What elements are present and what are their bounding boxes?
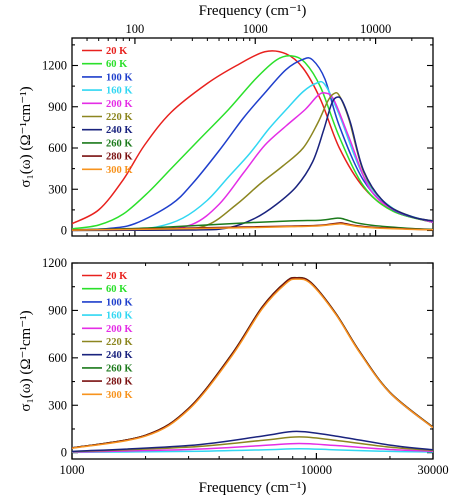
x-tick-label: 10000 [360, 22, 391, 36]
top-x-axis-title: Frequency (cm⁻¹) [199, 3, 307, 19]
series-line-260k [72, 217, 433, 231]
plot-frame [71, 37, 434, 237]
series-lines [72, 50, 433, 232]
legend-label: 20 K [106, 46, 128, 57]
x-tick-label: 100 [126, 22, 145, 36]
x-tick-label: 1000 [60, 463, 85, 477]
y-tick-label: 900 [48, 100, 67, 114]
y-tick-label: 600 [48, 351, 67, 365]
legend-label: 240 K [106, 350, 133, 361]
legend-label: 160 K [106, 86, 133, 97]
legend-label: 280 K [106, 152, 133, 163]
chart-panel-top: 100 1000 10000 0 300 600 900 1200 20 K 60 K 100 K 1… [18, 22, 434, 238]
legend-label: 220 K [106, 337, 133, 348]
series-line-220k [72, 436, 433, 453]
legend-label: 220 K [106, 112, 133, 123]
series-line-200k [72, 442, 433, 453]
legend-label: 240 K [106, 125, 133, 136]
y-tick-label: 0 [61, 446, 67, 460]
legend-label: 100 K [106, 72, 133, 83]
y-tick-label: 1200 [42, 59, 67, 73]
series-line-100k [72, 57, 433, 231]
y-tick-label: 0 [61, 224, 67, 238]
series-line-300k [72, 223, 433, 231]
plot-frame [71, 262, 434, 460]
legend-label: 260 K [106, 363, 133, 374]
series-lines [72, 276, 433, 454]
legend-label: 160 K [106, 311, 133, 322]
series-line-160k [72, 80, 433, 231]
x-tick-label: 10000 [301, 463, 332, 477]
y-tick-label: 600 [48, 141, 67, 155]
y-tick-label: 300 [48, 398, 67, 412]
legend-label: 200 K [106, 324, 133, 335]
legend-label: 200 K [106, 99, 133, 110]
legend-label: 60 K [106, 284, 128, 295]
y-tick-label: 1200 [42, 256, 67, 270]
legend-label: 300 K [106, 390, 133, 401]
series-line-240k [72, 430, 433, 453]
series-line-240k [72, 96, 433, 232]
legend-label: 60 K [106, 59, 128, 70]
x-tick-label: 30000 [417, 463, 448, 477]
series-line-200k [72, 92, 433, 232]
legend-label: 280 K [106, 377, 133, 388]
chart-panel-bottom: 1000 10000 30000 0 300 600 900 1200 20 K 60 K 100 … [18, 256, 449, 477]
y-axis-title: σ₁(ω) (Ω⁻¹cm⁻¹) [18, 86, 34, 187]
series-line-60k [72, 55, 433, 230]
y-tick-label: 300 [48, 182, 67, 196]
y-tick-label: 900 [48, 303, 67, 317]
legend-label: 260 K [106, 138, 133, 149]
series-line-20k [72, 50, 433, 225]
legend: 20 K 60 K 100 K 160 K 200 K 220 K 240 K 260 K 28… [82, 271, 133, 401]
series-line-160k [72, 447, 433, 454]
legend-label: 300 K [106, 165, 133, 176]
y-axis-title: σ₁(ω) (Ω⁻¹cm⁻¹) [18, 310, 34, 411]
x-tick-label: 1000 [243, 22, 268, 36]
legend-label: 100 K [106, 297, 133, 308]
bottom-x-axis-title: Frequency (cm⁻¹) [199, 480, 307, 496]
legend-label: 20 K [106, 271, 128, 282]
series-line-300k [72, 278, 433, 449]
legend: 20 K 60 K 100 K 160 K 200 K 220 K 240 K 260 K 28… [82, 46, 133, 176]
